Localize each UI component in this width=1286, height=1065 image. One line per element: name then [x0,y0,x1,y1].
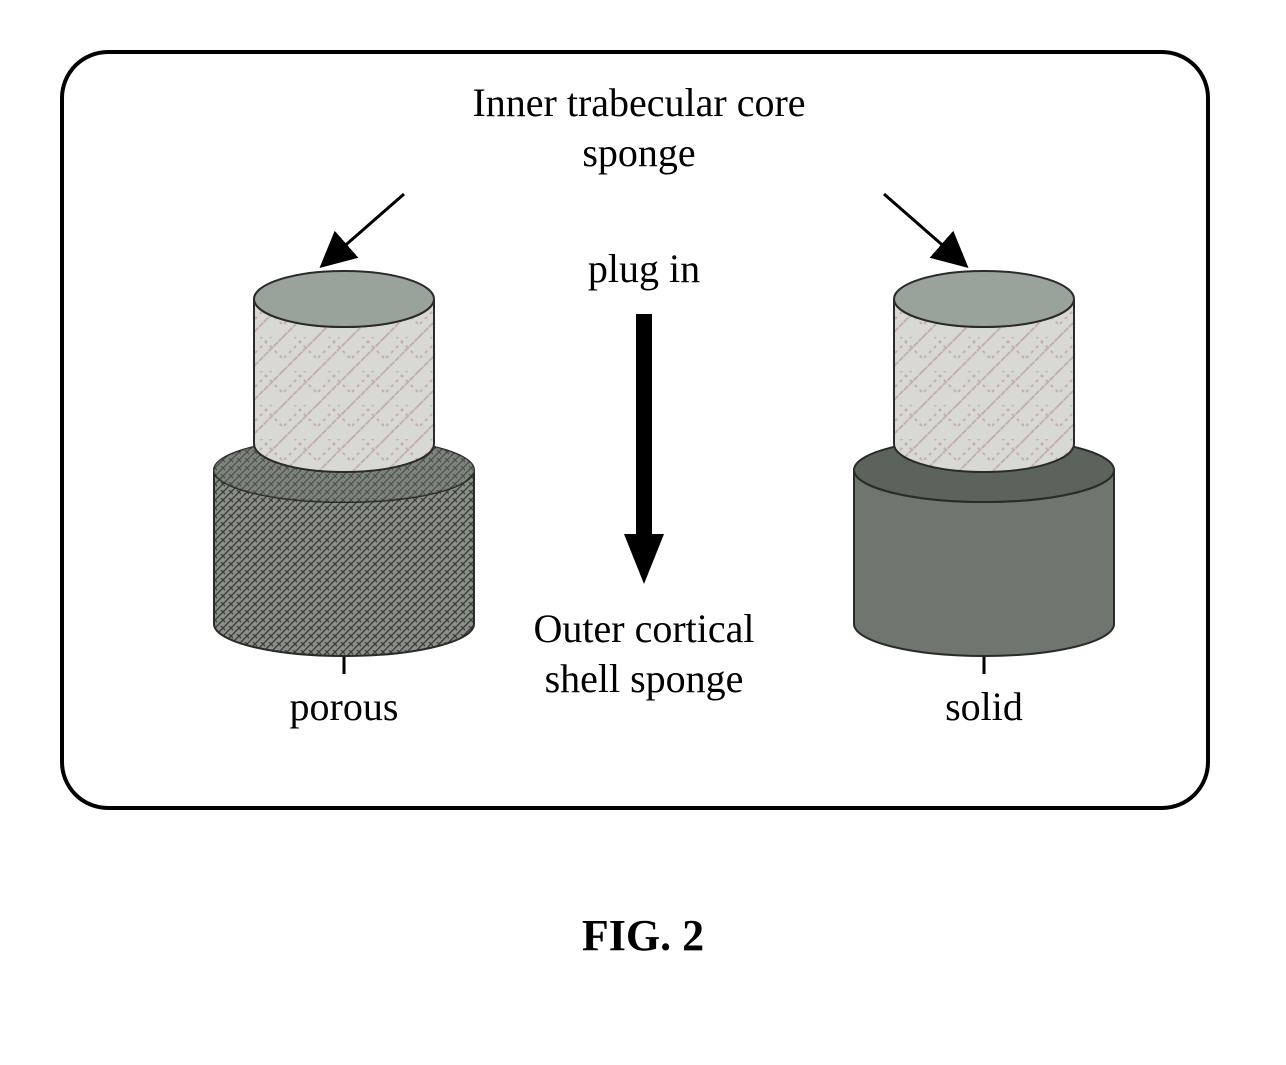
figure-caption: FIG. 2 [0,910,1286,961]
outer-shell-label-line1: Outer cortical [484,604,804,654]
left-inner-sponge-cylinder [249,269,439,479]
outer-shell-label: Outer cortical shell sponge [484,604,804,704]
diagram-frame: Inner trabecular core sponge plug in [60,50,1210,810]
porous-label: porous [234,682,454,732]
outer-shell-label-line2: shell sponge [484,654,804,704]
solid-label: solid [874,682,1094,732]
right-inner-sponge-cylinder [889,269,1079,479]
